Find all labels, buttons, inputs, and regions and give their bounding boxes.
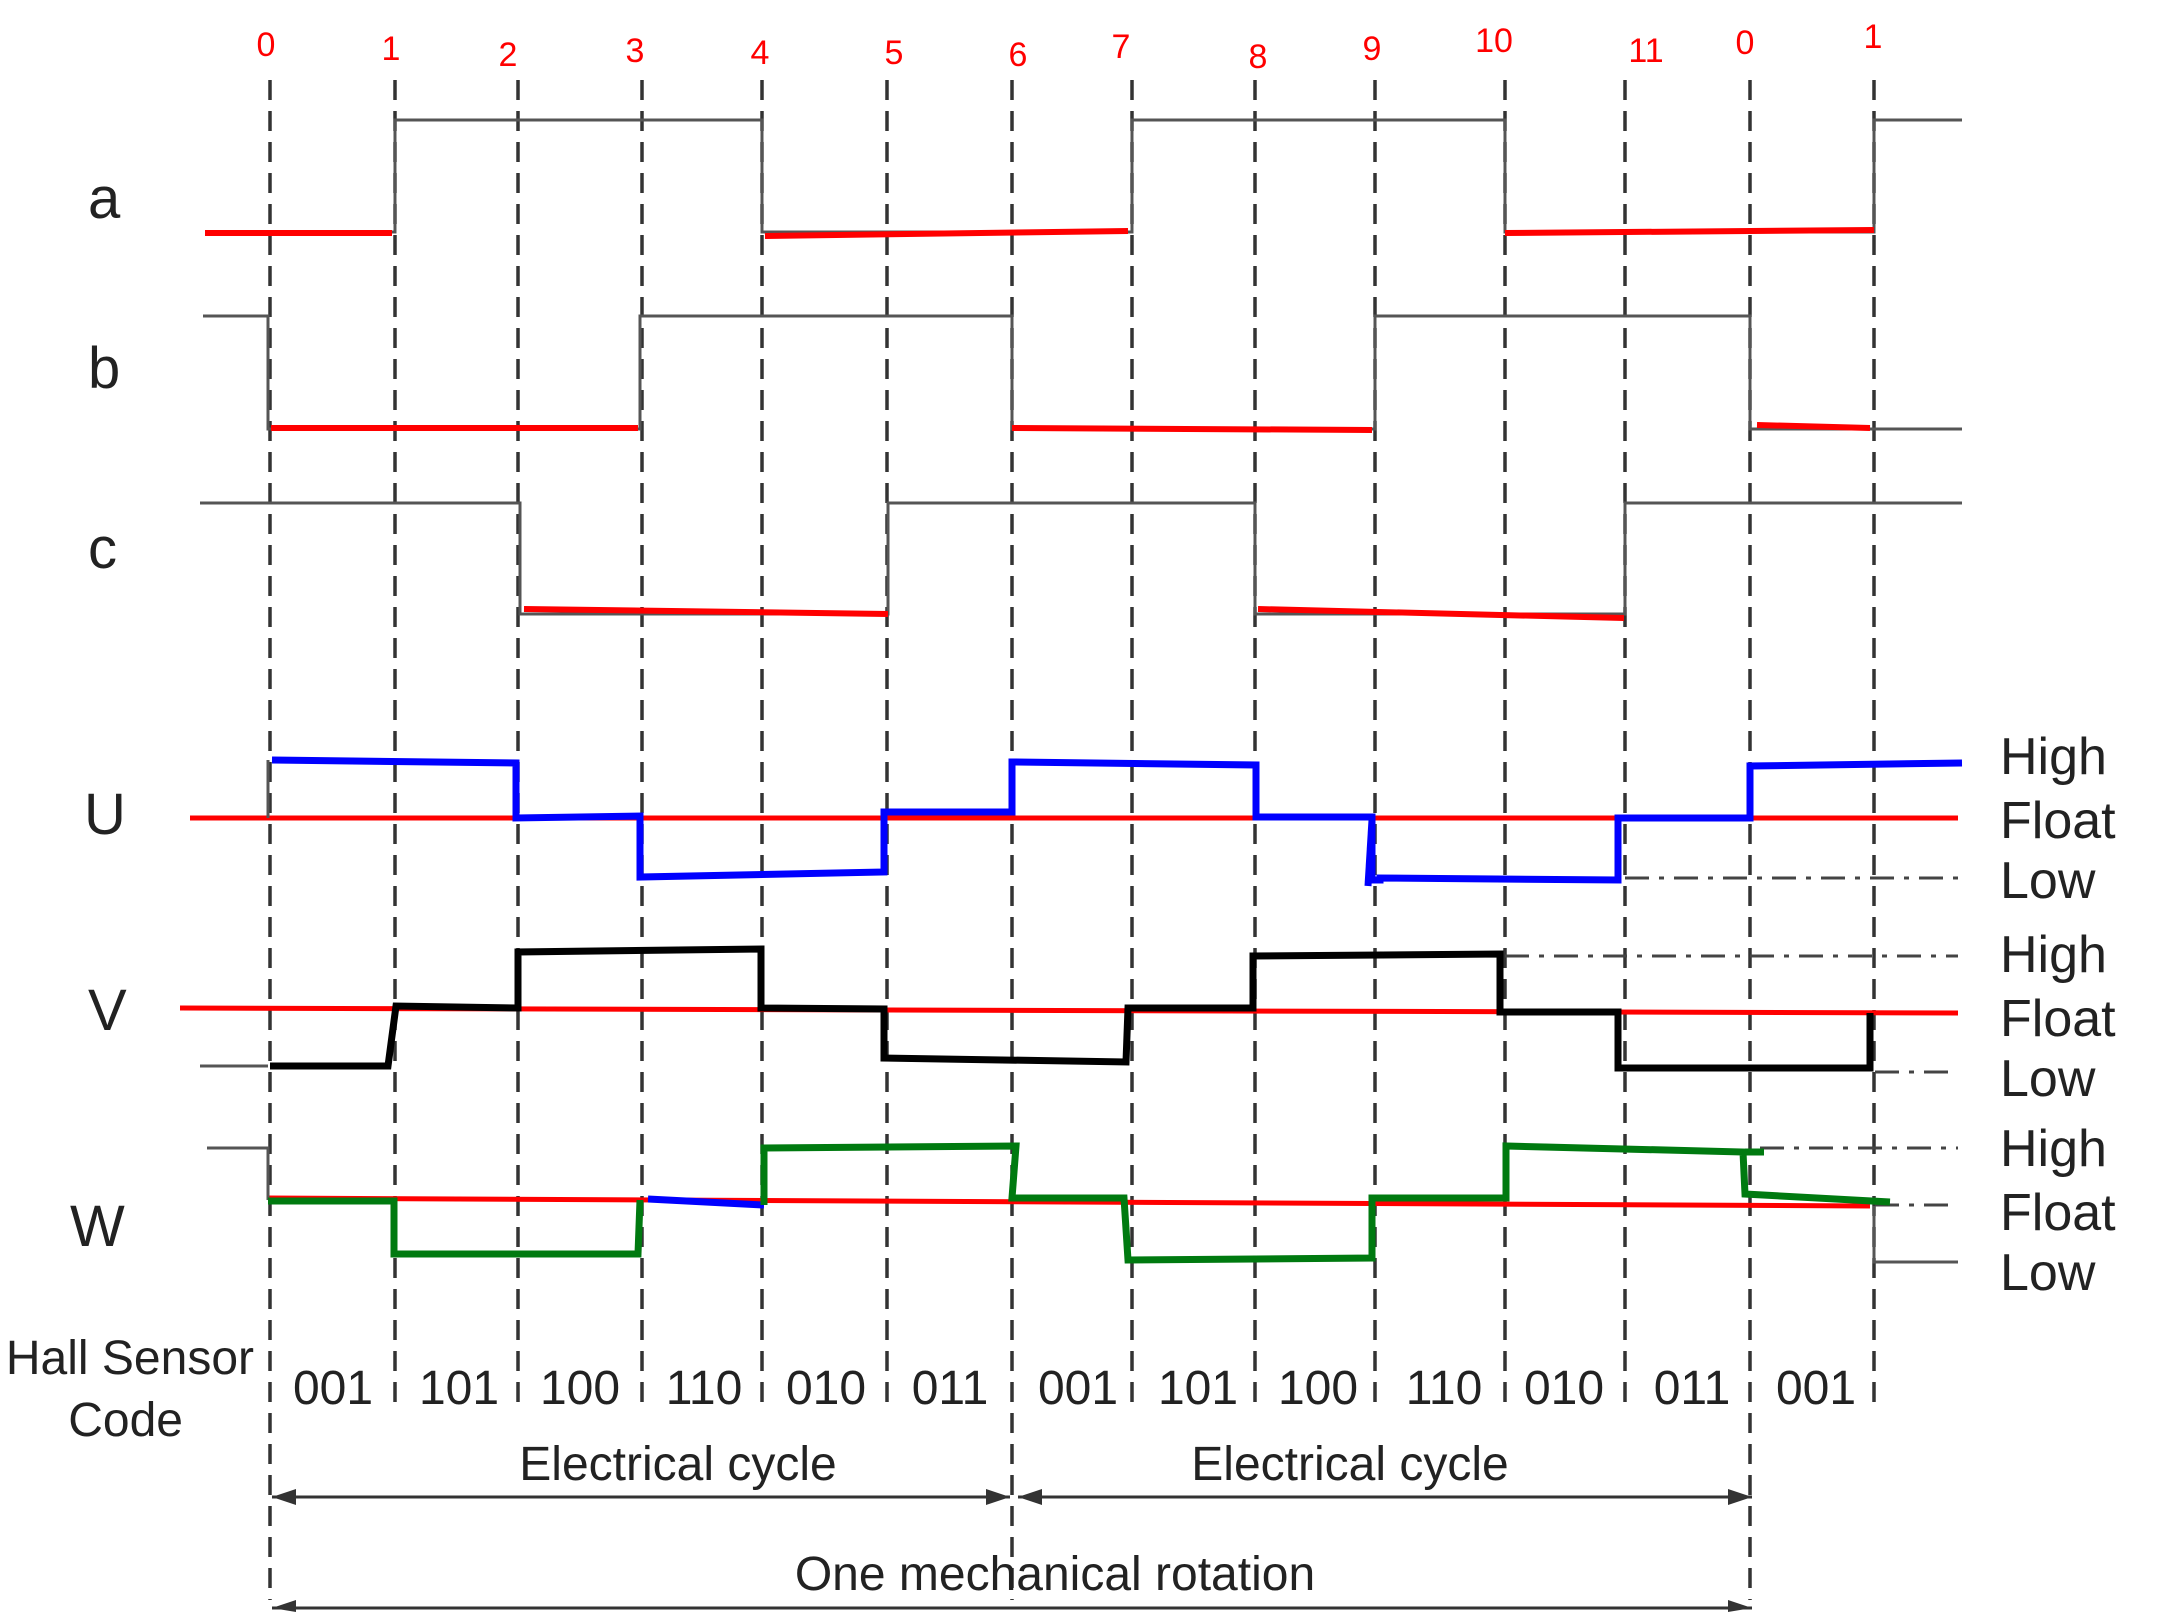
electrical-cycle-label-2: Electrical cycle (1191, 1438, 1508, 1491)
w-high-label: High (2000, 1120, 2107, 1178)
signal-label-w: W (70, 1194, 125, 1259)
hall-sensor-label: Hall Sensor (6, 1332, 254, 1385)
level-labels: High Float Low High Float Low High Float… (2000, 728, 2116, 1302)
hall-code: 001 (293, 1362, 373, 1415)
hall-a-low-segment (1504, 227, 1875, 236)
hall-a-low-segment (764, 228, 1129, 239)
w-phase-waveform-2 (760, 1142, 1891, 1264)
arrowhead (272, 1600, 296, 1612)
hall-code: 001 (1776, 1362, 1856, 1415)
hall-code: 100 (1278, 1362, 1358, 1415)
hall-c-waveform (200, 501, 1962, 616)
arrowhead (986, 1489, 1010, 1505)
hall-a-waveform (205, 118, 1962, 234)
step-number: 0 (257, 26, 276, 64)
electrical-cycle-label-1: Electrical cycle (519, 1438, 836, 1491)
w-float-label: Float (2000, 1184, 2116, 1242)
cycle-arrows (272, 1489, 1752, 1612)
u-low-label: Low (2000, 852, 2096, 910)
step-number: 8 (1249, 38, 1268, 76)
hall-code: 011 (912, 1362, 989, 1415)
w-reference-start (207, 1146, 270, 1200)
w-low-label: Low (2000, 1244, 2096, 1302)
step-number: 7 (1112, 28, 1131, 66)
step-number: 5 (885, 34, 904, 72)
w-reference-end (1872, 1206, 1958, 1264)
w-phase-waveform (268, 1197, 644, 1258)
hall-b-waveform (203, 314, 1962, 431)
hall-code: 001 (1038, 1362, 1118, 1415)
hall-code: 110 (666, 1362, 743, 1415)
step-number: 4 (751, 34, 770, 72)
hall-code: 101 (1158, 1362, 1238, 1415)
hall-code-label: Code (68, 1394, 183, 1447)
hall-code: 100 (540, 1362, 620, 1415)
arrowhead (272, 1489, 296, 1505)
u-phase-waveform (271, 756, 1963, 884)
step-numbers: 0 1 2 3 4 5 6 7 8 9 10 11 0 1 (257, 18, 1883, 76)
step-number: 1 (382, 30, 401, 68)
mechanical-rotation-label: One mechanical rotation (795, 1548, 1315, 1601)
signal-label-v: V (88, 978, 127, 1043)
hall-codes: 001 101 100 110 010 011 001 101 100 110 … (293, 1362, 1856, 1415)
hall-c-low-segment (523, 606, 889, 617)
hall-low-highlights (205, 227, 1875, 621)
step-number: 9 (1363, 30, 1382, 68)
step-number: 11 (1628, 32, 1663, 70)
phase-reference-waveforms (200, 760, 1958, 1264)
hall-c-low-segment (1257, 606, 1625, 621)
step-number: 0 (1736, 24, 1755, 62)
step-number: 6 (1009, 36, 1028, 74)
hall-code: 110 (1406, 1362, 1483, 1415)
v-high-label: High (2000, 926, 2107, 984)
w-phase-blue-segment (647, 1195, 765, 1209)
step-number: 3 (626, 32, 645, 70)
hall-code: 011 (1654, 1362, 1731, 1415)
signal-label-c: c (88, 516, 117, 581)
step-number: 10 (1475, 22, 1513, 60)
u-phase-ramp (1364, 819, 1376, 887)
arrowhead (1728, 1489, 1752, 1505)
v-float-label: Float (2000, 990, 2116, 1048)
hall-b-low-segment (1011, 425, 1373, 433)
u-high-label: High (2000, 728, 2107, 786)
arrowhead (1728, 1600, 1752, 1612)
hall-code: 101 (419, 1362, 499, 1415)
w-float-line (267, 1195, 1871, 1209)
step-number: 2 (499, 36, 518, 74)
hall-reference-waveforms (200, 118, 1962, 616)
arrowhead (1018, 1489, 1042, 1505)
u-float-label: Float (2000, 792, 2116, 850)
v-phase-waveform (270, 945, 1874, 1072)
level-guides (1505, 876, 1958, 1207)
step-number: 1 (1864, 18, 1883, 56)
v-low-label: Low (2000, 1050, 2096, 1108)
hall-code: 010 (1524, 1362, 1604, 1415)
hall-code: 010 (786, 1362, 866, 1415)
hall-b-low-segment (1756, 422, 1871, 431)
signal-label-b: b (88, 336, 120, 401)
signal-label-a: a (88, 166, 121, 231)
signal-label-u: U (84, 782, 126, 847)
